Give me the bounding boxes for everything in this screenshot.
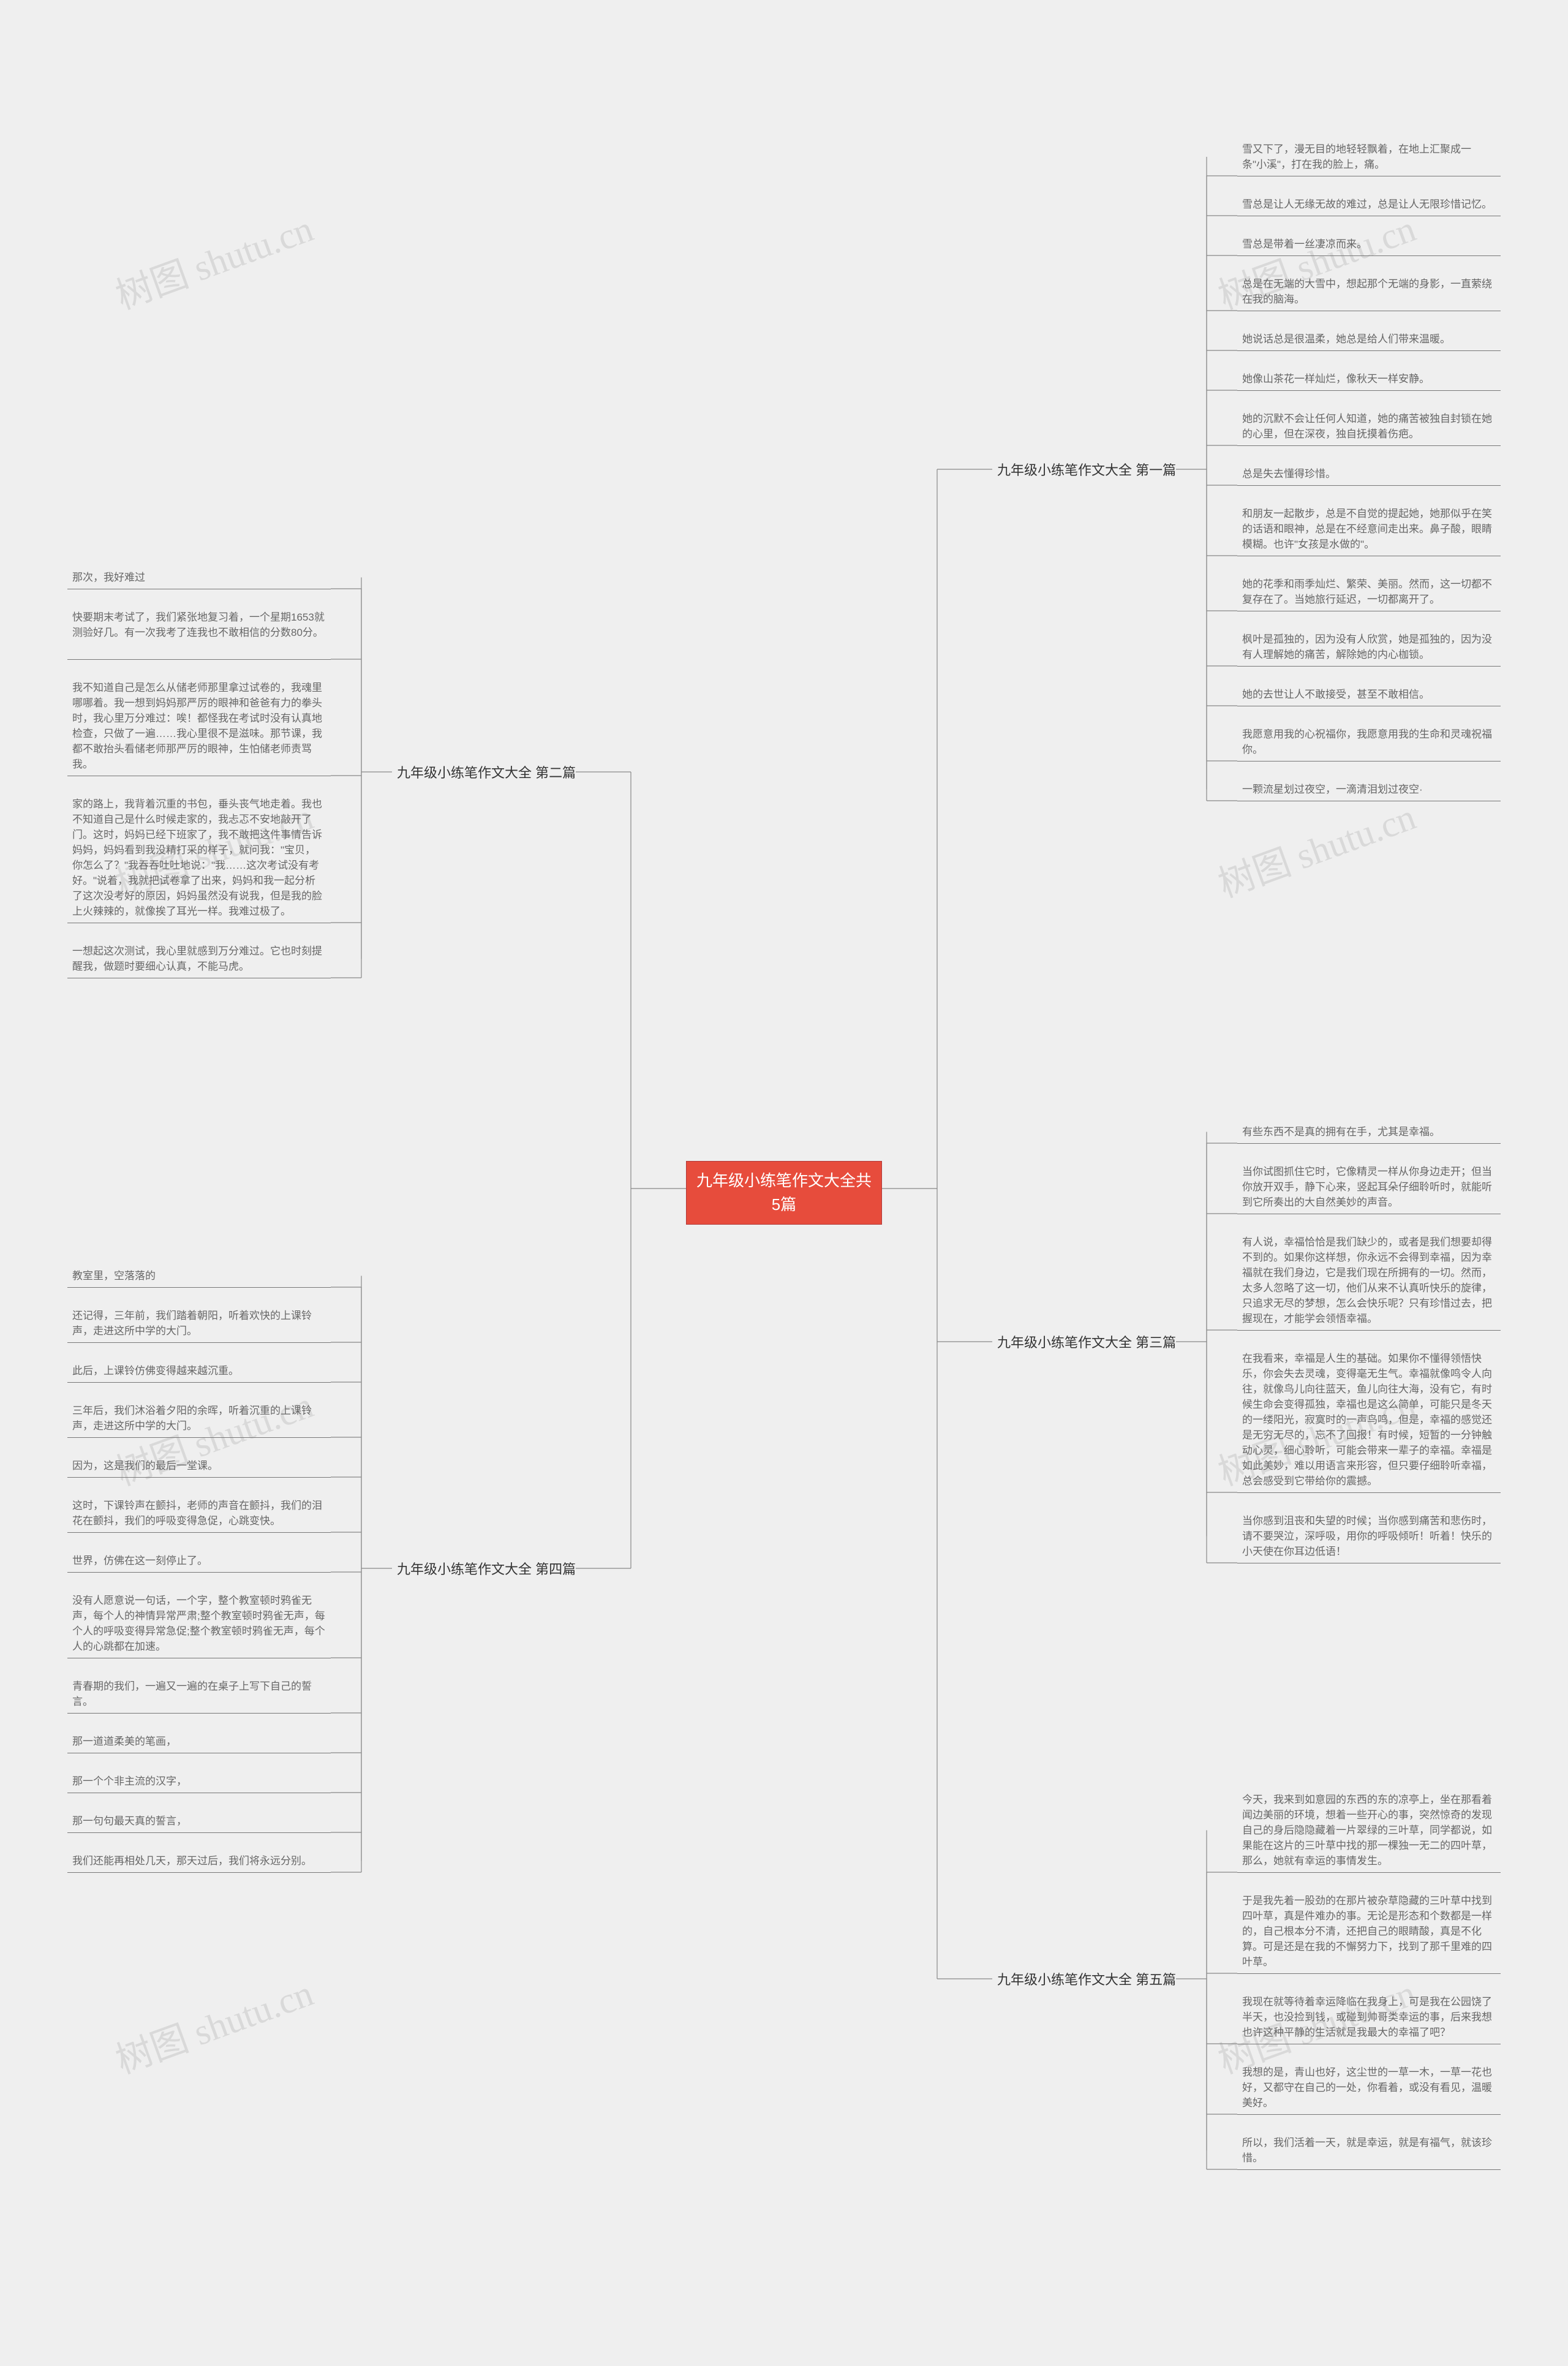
leaf-node: 雪又下了，漫无目的地轻轻飘着，在地上汇聚成一条"小溪"，打在我的脸上，痛。 <box>1237 138 1501 176</box>
leaf-node: 那一句句最天真的誓言， <box>67 1810 331 1832</box>
leaf-node: 我们还能再相处几天，那天过后，我们将永远分别。 <box>67 1850 331 1872</box>
branch-node[interactable]: 九年级小练笔作文大全 第四篇 <box>392 1556 576 1581</box>
leaf-node: 总是失去懂得珍惜。 <box>1237 463 1501 485</box>
leaf-node: 那次，我好难过 <box>67 566 331 589</box>
leaf-node: 她像山茶花一样灿烂，像秋天一样安静。 <box>1237 368 1501 390</box>
leaf-node: 家的路上，我背着沉重的书包，垂头丧气地走着。我也不知道自己是什么时候走家的，我忐… <box>67 793 331 923</box>
leaf-underline <box>1237 1973 1501 1974</box>
leaf-node: 我不知道自己是怎么从储老师那里拿过试卷的，我魂里哪哪着。我一想到妈妈那严厉的眼神… <box>67 676 331 776</box>
leaf-node: 一颗流星划过夜空，一滴清泪划过夜空· <box>1237 778 1501 801</box>
leaf-node: 她的花季和雨季灿烂、繁荣、美丽。然而，这一切都不复存在了。当她旅行延迟，一切都离… <box>1237 573 1501 611</box>
leaf-underline <box>67 1477 331 1478</box>
leaf-node: 青春期的我们，一遍又一遍的在桌子上写下自己的誓言。 <box>67 1675 331 1713</box>
leaf-underline <box>1237 390 1501 391</box>
leaf-underline <box>1237 1492 1501 1493</box>
leaf-underline <box>67 659 331 660</box>
leaf-node: 因为，这是我们的最后一堂课。 <box>67 1454 331 1477</box>
leaf-node: 那一道道柔美的笔画， <box>67 1730 331 1753</box>
leaf-node: 有些东西不是真的拥有在手，尤其是幸福。 <box>1237 1121 1501 1143</box>
leaf-underline <box>67 1437 331 1438</box>
leaf-node: 我现在就等待着幸运降临在我身上，可是我在公园饶了半天，也没捡到钱，或碰到帅哥类幸… <box>1237 1990 1501 2044</box>
leaf-underline <box>67 1532 331 1533</box>
leaf-node: 三年后，我们沐浴着夕阳的余晖，听着沉重的上课铃声，走进这所中学的大门。 <box>67 1399 331 1437</box>
leaf-underline <box>1237 2114 1501 2115</box>
leaf-node: 我愿意用我的心祝福你，我愿意用我的生命和灵魂祝福你。 <box>1237 723 1501 761</box>
leaf-node: 雪总是让人无缘无故的难过，总是让人无限珍惜记忆。 <box>1237 193 1501 216</box>
leaf-node: 当你感到沮丧和失望的时候；当你感到痛苦和悲伤时，请不要哭泣，深呼吸，用你的呼吸倾… <box>1237 1510 1501 1563</box>
leaf-underline <box>67 1382 331 1383</box>
leaf-underline <box>1237 485 1501 486</box>
leaf-underline <box>1237 2169 1501 2170</box>
leaf-underline <box>67 1832 331 1833</box>
watermark: 树图 shutu.cn <box>107 199 319 320</box>
branch-node[interactable]: 九年级小练笔作文大全 第五篇 <box>992 1967 1176 1991</box>
leaf-underline <box>1237 350 1501 351</box>
leaf-node: 没有人愿意说一句话，一个字，整个教室顿时鸦雀无声，每个人的神情异常严肃;整个教室… <box>67 1589 331 1658</box>
branch-node[interactable]: 九年级小练笔作文大全 第三篇 <box>992 1329 1176 1354</box>
leaf-node: 当你试图抓住它时，它像精灵一样从你身边走开；但当你放开双手，静下心来，竖起耳朵仔… <box>1237 1160 1501 1214</box>
leaf-underline <box>67 1872 331 1873</box>
leaf-underline <box>1237 445 1501 446</box>
leaf-node: 一想起这次测试，我心里就感到万分难过。它也时刻提醒我，做题时要细心认真，不能马虎… <box>67 940 331 978</box>
branch-node[interactable]: 九年级小练笔作文大全 第一篇 <box>992 457 1176 482</box>
leaf-underline <box>1237 1330 1501 1331</box>
leaf-node: 和朋友一起散步，总是不自觉的提起她，她那似乎在笑的话语和眼神，总是在不经意间走出… <box>1237 502 1501 556</box>
leaf-node: 世界，仿佛在这一刻停止了。 <box>67 1549 331 1572</box>
leaf-node: 还记得，三年前，我们踏着朝阳，听着欢快的上课铃声，走进这所中学的大门。 <box>67 1304 331 1342</box>
mindmap-canvas: 树图 shutu.cn树图 shutu.cn树图 shutu.cn树图 shut… <box>0 0 1568 2366</box>
leaf-underline <box>67 1713 331 1714</box>
leaf-node: 所以，我们活着一天，就是幸运，就是有福气，就该珍惜。 <box>1237 2131 1501 2169</box>
leaf-underline <box>1237 1143 1501 1144</box>
leaf-node: 我想的是，青山也好，这尘世的一草一木，一草一花也好，又都守在自己的一处，你看着，… <box>1237 2061 1501 2114</box>
center-node[interactable]: 九年级小练笔作文大全共5篇 <box>686 1161 882 1225</box>
leaf-node: 枫叶是孤独的，因为没有人欣赏，她是孤独的，因为没有人理解她的痛苦，解除她的内心枷… <box>1237 628 1501 666</box>
watermark: 树图 shutu.cn <box>107 1963 319 2084</box>
leaf-node: 教室里，空落落的 <box>67 1264 331 1287</box>
leaf-node: 她的去世让人不敢接受，甚至不敢相信。 <box>1237 683 1501 706</box>
leaf-underline <box>1237 1872 1501 1873</box>
leaf-node: 有人说，幸福恰恰是我们缺少的，或者是我们想要却得不到的。如果你这样想，你永远不会… <box>1237 1231 1501 1330</box>
leaf-underline <box>1237 255 1501 256</box>
leaf-node: 总是在无端的大雪中，想起那个无端的身影，一直萦绕在我的脑海。 <box>1237 273 1501 311</box>
leaf-underline <box>67 1287 331 1288</box>
leaf-node: 雪总是带着一丝凄凉而来。 <box>1237 233 1501 255</box>
branch-node[interactable]: 九年级小练笔作文大全 第二篇 <box>392 760 576 784</box>
leaf-node: 今天，我来到如意园的东西的东的凉亭上，坐在那看着闻边美丽的环境，想着一些开心的事… <box>1237 1788 1501 1872</box>
leaf-node: 快要期末考试了，我们紧张地复习着，一个星期1653就测验好几。有一次我考了连我也… <box>67 606 331 644</box>
leaf-underline <box>1237 761 1501 762</box>
leaf-node: 那一个个非主流的汉字， <box>67 1770 331 1793</box>
leaf-underline <box>67 1572 331 1573</box>
leaf-node: 于是我先着一股劲的在那片被杂草隐藏的三叶草中找到四叶草，真是件难办的事。无论是形… <box>1237 1889 1501 1973</box>
leaf-node: 此后，上课铃仿佛变得越来越沉重。 <box>67 1359 331 1382</box>
watermark: 树图 shutu.cn <box>1210 787 1422 908</box>
leaf-node: 这时，下课铃声在颤抖，老师的声音在颤抖，我们的泪花在颤抖，我们的呼吸变得急促，心… <box>67 1494 331 1532</box>
leaf-underline <box>1237 666 1501 667</box>
leaf-node: 在我看来，幸福是人生的基础。如果你不懂得领悟快乐，你会失去灵魂，变得毫无生气。幸… <box>1237 1347 1501 1492</box>
leaf-underline <box>67 1342 331 1343</box>
leaf-node: 她的沉默不会让任何人知道，她的痛苦被独自封锁在她的心里，但在深夜，独自抚摸着伤疤… <box>1237 407 1501 445</box>
leaf-node: 她说话总是很温柔，她总是给人们带来温暖。 <box>1237 328 1501 350</box>
